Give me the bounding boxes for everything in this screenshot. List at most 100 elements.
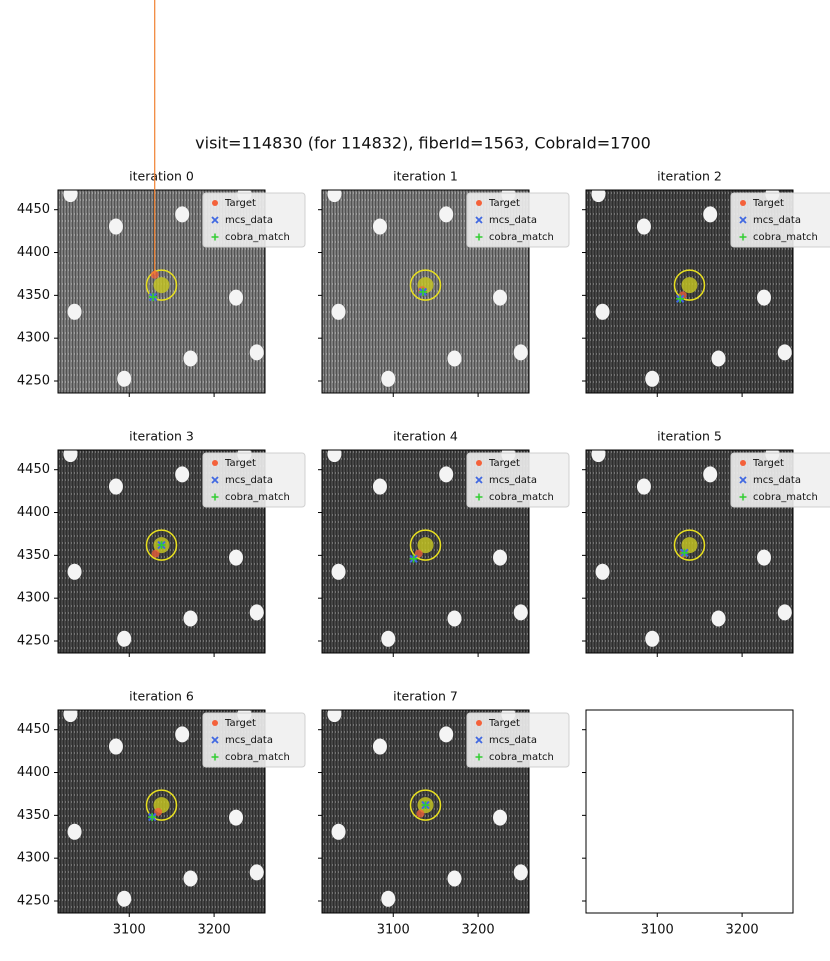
star-spot (439, 726, 454, 743)
legend-marker (476, 460, 482, 466)
legend-marker (475, 216, 483, 224)
star-spot (711, 350, 726, 367)
legend-marker (211, 736, 219, 744)
patrol-ring (409, 529, 442, 561)
star-spot (513, 604, 528, 621)
star-spot (108, 738, 123, 755)
legend-marker (476, 200, 482, 206)
x-tick-label: 3200 (198, 923, 231, 938)
y-tick-label: 4250 (17, 894, 50, 909)
star-spot (331, 823, 346, 840)
legend-label: cobra_match (753, 232, 818, 243)
legend-box (730, 192, 830, 248)
axes-frame (57, 709, 266, 914)
y-tick-label: 4300 (17, 851, 50, 866)
panel-title: iteration 6 (129, 689, 194, 704)
star-spot (327, 710, 342, 723)
star-spot (183, 870, 198, 887)
star-spot (117, 890, 132, 907)
star-spot (63, 710, 78, 723)
axes-frame (585, 709, 794, 914)
x-tick-label: 3100 (113, 923, 146, 938)
legend-box (202, 452, 306, 508)
star-spot (381, 890, 396, 907)
y-tick-label: 4450 (17, 202, 50, 217)
star-spot (249, 604, 264, 621)
star-spot (381, 370, 396, 387)
star-spot (249, 864, 264, 881)
star-spot (493, 549, 508, 566)
star-spot (372, 738, 387, 755)
target-point (416, 809, 425, 818)
x-tick-label: 3100 (641, 923, 674, 938)
axes-frame (321, 449, 530, 654)
y-tick-label: 4400 (17, 505, 50, 520)
star-spot (711, 610, 726, 627)
star-spot (229, 549, 244, 566)
legend-label: Target (224, 198, 256, 209)
patrol-ring (145, 789, 178, 821)
axes-frame (585, 449, 794, 654)
cobra-point (148, 813, 157, 822)
star-spot (645, 630, 660, 647)
axes (586, 450, 793, 653)
panel-title: iteration 3 (129, 429, 194, 444)
star-spot (229, 289, 244, 306)
legend-box (730, 452, 830, 508)
axes (58, 710, 265, 913)
patrol-ring (145, 269, 178, 301)
legend-box (202, 712, 306, 768)
star-spot (331, 563, 346, 580)
star-spot (327, 190, 342, 203)
legend-marker (475, 753, 483, 761)
legend-marker (475, 493, 483, 501)
panel-title: iteration 7 (393, 689, 458, 704)
legend-label: mcs_data (225, 215, 273, 226)
star-spot (636, 478, 651, 495)
axes (58, 450, 265, 653)
fiber-center (681, 277, 698, 294)
star-spot (327, 450, 342, 463)
y-tick-label: 4400 (17, 245, 50, 260)
star-spot (447, 350, 462, 367)
y-tick-label: 4350 (17, 288, 50, 303)
cobra-point (421, 801, 430, 810)
legend-marker (475, 736, 483, 744)
legend-marker (739, 493, 747, 501)
star-spot (591, 190, 606, 203)
star-spot (777, 344, 792, 361)
star-spot (595, 303, 610, 320)
patrol-ring (409, 269, 442, 301)
axes-frame (321, 189, 530, 394)
star-spot (439, 206, 454, 223)
target-point (151, 549, 160, 558)
legend-label: mcs_data (489, 735, 537, 746)
cobra-point (409, 554, 418, 563)
star-spot (513, 864, 528, 881)
axes-frame (321, 709, 530, 914)
legend-label: Target (752, 198, 784, 209)
image-background (586, 710, 793, 913)
x-tick-label: 3100 (377, 923, 410, 938)
star-spot (63, 190, 78, 203)
star-spot (636, 218, 651, 235)
panel-title: iteration 5 (657, 429, 722, 444)
fiber-center (153, 277, 170, 294)
patrol-ring (673, 529, 706, 561)
y-tick-label: 4350 (17, 548, 50, 563)
star-spot (645, 370, 660, 387)
star-spot (67, 563, 82, 580)
star-spot (591, 450, 606, 463)
legend-label: cobra_match (489, 232, 554, 243)
legend-label: mcs_data (225, 475, 273, 486)
fiber-center (417, 537, 434, 554)
legend-label: cobra_match (225, 232, 290, 243)
legend-marker (739, 476, 747, 484)
star-spot (757, 549, 772, 566)
star-spot (493, 289, 508, 306)
star-spot (513, 344, 528, 361)
legend-label: Target (752, 458, 784, 469)
y-tick-label: 4450 (17, 722, 50, 737)
star-spot (175, 466, 190, 483)
